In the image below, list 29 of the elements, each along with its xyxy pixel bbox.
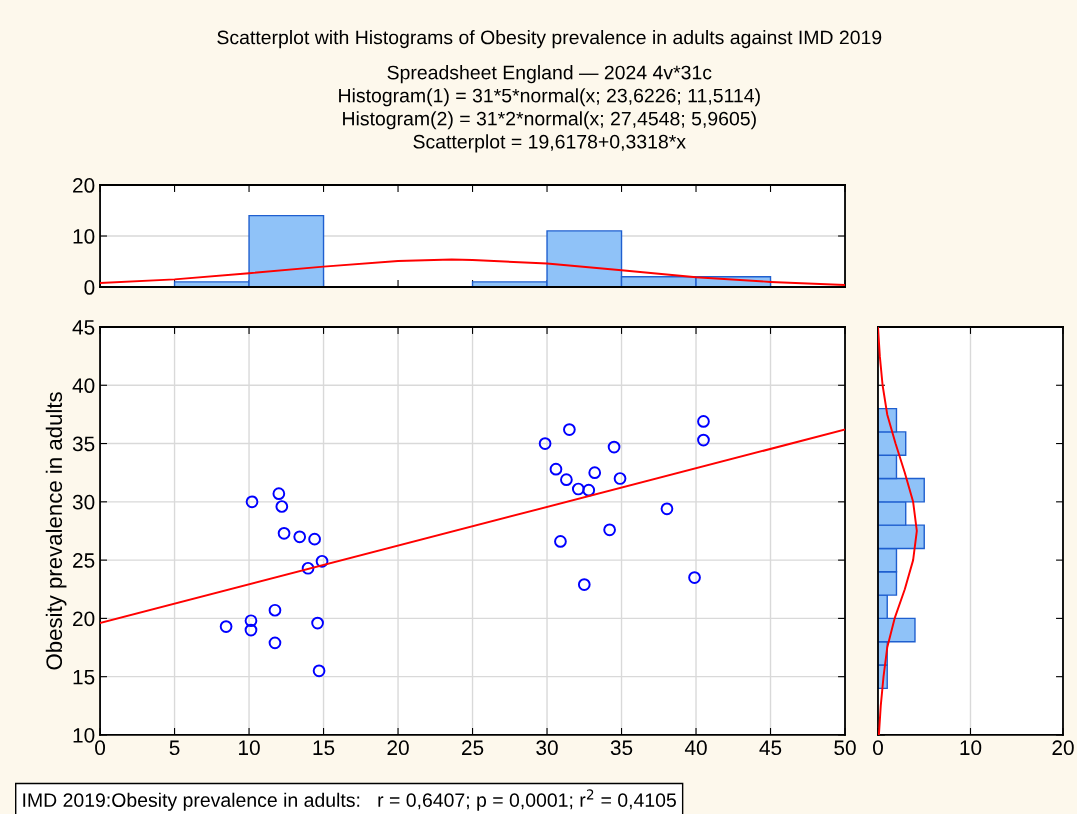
- x-tick-label: 10: [239, 740, 260, 756]
- x-tick-label: 15: [313, 740, 335, 756]
- x-tick-label: 35: [610, 740, 633, 756]
- y-tick-label: 0: [84, 280, 95, 295]
- x-tick-label: 0: [95, 740, 106, 756]
- x-tick-label: 45: [759, 740, 782, 756]
- y-tick-label: 15: [73, 669, 95, 685]
- x-tick-label: 0: [872, 740, 883, 756]
- y-tick-label: 45: [72, 320, 95, 335]
- y-tick-label: 35: [72, 436, 95, 452]
- y-tick-label: 25: [73, 553, 95, 568]
- x-tick-label: 40: [684, 740, 707, 756]
- chart-subtitle: Spreadsheet England — 2024 4v*31c Histogram(1) = 31*5*normal(x; 23,6226; 11,5114) Histogram(2) = 31*2*normal(x; 27,4548; 5,9605) Scatterplot = 19,6178+0,3318*x: [339, 65, 760, 153]
- x-tick-label: 50: [834, 740, 856, 756]
- y-tick-label: 10: [73, 229, 95, 244]
- y-tick-label: 40: [72, 378, 95, 394]
- x-tick-label: 20: [1052, 740, 1074, 756]
- y-tick-label: 10: [73, 727, 95, 743]
- x-tick-label: 10: [960, 740, 982, 756]
- x-tick-label: 25: [462, 740, 484, 756]
- x-tick-label: 20: [387, 740, 409, 756]
- text: IMD 2019:Obesity prevalence in adults: r = 0,6407; p = 0,0001; r$^{2}$ = 0,4105: [23, 789, 676, 811]
- y-tick-label: 20: [73, 611, 95, 627]
- y-tick-label: 30: [72, 494, 95, 510]
- x-tick-label: 5: [169, 740, 180, 756]
- y-axis-title: Obesity prevalence in adults: [45, 392, 67, 670]
- chart-title: Scatterplot with Histograms of Obesity prevalence in adults against IMD 2019: [217, 30, 882, 49]
- x-tick-label: 30: [536, 740, 558, 756]
- y-tick-label: 20: [73, 178, 95, 193]
